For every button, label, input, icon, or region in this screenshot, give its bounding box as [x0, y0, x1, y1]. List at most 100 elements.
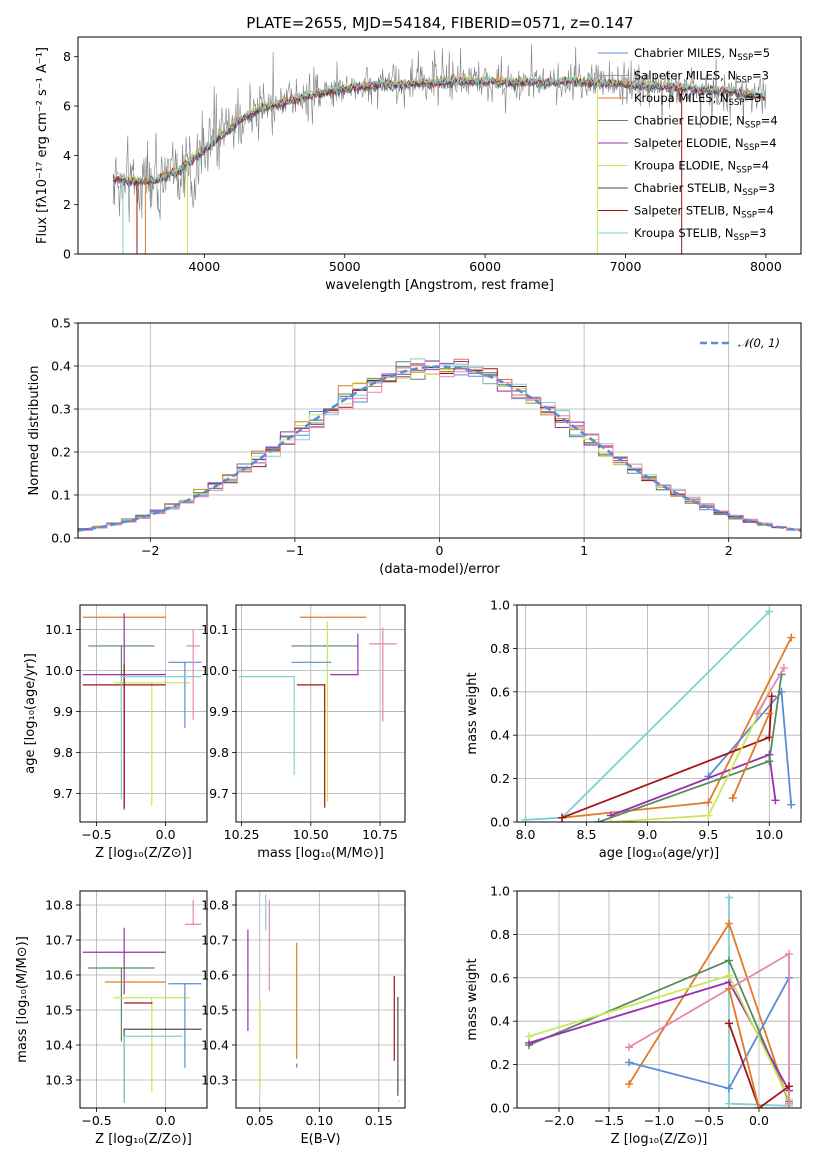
series-marker — [785, 949, 793, 958]
series-marker — [725, 956, 733, 965]
plot-area — [247, 894, 400, 1102]
x-tick-label: 2 — [725, 543, 733, 558]
legend-entry: Salpeter MILES, NSSP=3 — [634, 69, 769, 86]
y-tick-label: 2 — [63, 197, 71, 212]
legend-label: Salpeter STELIB, N — [634, 204, 741, 218]
y-tick-label: 0 — [63, 247, 71, 262]
chart-title: PLATE=2655, MJD=54184, FIBERID=0571, z=0… — [246, 14, 633, 32]
x-tick-label: 0.05 — [246, 1113, 274, 1128]
legend-sub: SSP — [737, 53, 753, 63]
axes-frame — [77, 36, 802, 255]
x-axis-label: Z [log₁₀(Z/Z⊙)] — [95, 1132, 192, 1147]
y-tick-label: 8 — [63, 49, 71, 64]
x-tick-label: 7000 — [610, 259, 642, 274]
plot-background — [78, 37, 801, 254]
data-point — [184, 661, 186, 664]
series-marker — [725, 893, 733, 902]
x-tick-label: 1 — [580, 543, 588, 558]
y-tick-label: 0.0 — [51, 531, 71, 546]
series-marker — [785, 1099, 793, 1108]
x-tick-label: 5000 — [329, 259, 361, 274]
series-marker — [606, 818, 615, 822]
data-point — [120, 675, 123, 678]
data-point — [123, 951, 125, 954]
series-marker — [753, 709, 762, 718]
x-tick-label: −1.0 — [644, 1113, 674, 1128]
series-marker — [558, 813, 567, 822]
y-tick-label: 10.1 — [201, 622, 229, 637]
legend-entry: Chabrier STELIB, NSSP=3 — [634, 181, 775, 198]
data-point — [123, 684, 125, 686]
axes-frame — [235, 604, 406, 823]
series-marker — [594, 818, 603, 822]
y-tick-label: 9.7 — [53, 786, 73, 801]
y-tick-label: 9.7 — [209, 786, 229, 801]
y-tick-label: 10.7 — [45, 933, 73, 948]
x-axis-label: wavelength [Angstrom, rest frame] — [325, 278, 554, 293]
x-tick-label: 6000 — [469, 259, 501, 274]
series-marker — [765, 757, 774, 766]
legend-label: Chabrier ELODIE, N — [634, 114, 745, 128]
legend-entry-normal: 𝒩(0, 1) — [738, 336, 780, 350]
plot-area — [521, 607, 796, 822]
series-marker — [625, 1043, 633, 1052]
x-tick-label: 10.75 — [362, 827, 398, 842]
data-point — [326, 669, 329, 672]
x-tick-label: 10.25 — [224, 827, 260, 842]
panel-4: 10.25 10.50 10.75 9.7 9.8 9.9 10.0 10.1 mass [lo… — [201, 604, 406, 861]
series-marker — [785, 1082, 793, 1091]
panel-8: −2.0 −1.5 −1.0 −0.5 0.0 0.0 0.2 0.4 0.6 0.8 1.0 Z [… — [465, 884, 802, 1147]
y-tick-label: 10.1 — [45, 622, 73, 637]
legend-label: Kroupa ELODIE, N — [634, 159, 736, 173]
plot-area — [82, 613, 202, 810]
y-tick-label: 0.4 — [490, 728, 510, 743]
legend-entry: Kroupa ELODIE, NSSP=4 — [634, 159, 769, 176]
y-tick-label: 10.6 — [201, 968, 229, 983]
y-tick-label: 0.4 — [490, 1014, 510, 1029]
x-tick-label: −0.5 — [694, 1113, 724, 1128]
series-marker — [521, 815, 530, 822]
legend-sub: SSP — [736, 76, 752, 86]
y-tick-label: 0.2 — [490, 771, 510, 786]
y-axis-label: mass [log₁₀(M/M⊙)] — [15, 936, 30, 1063]
legend-sub: SSP — [741, 211, 757, 221]
data-point — [397, 996, 399, 999]
axes-frame — [79, 890, 208, 1109]
data-point — [120, 645, 123, 647]
y-tick-label: 10.5 — [201, 1003, 229, 1018]
plot-area — [238, 616, 397, 808]
legend: 𝒩(0, 1) — [700, 336, 780, 350]
legend-sub: SSP — [734, 233, 750, 243]
y-axis-label: age [log₁₀(age/yr)] — [23, 653, 38, 774]
plot-background — [80, 605, 207, 822]
legend-tail: =3 — [749, 226, 766, 240]
y-tick-label: 10.4 — [45, 1038, 73, 1053]
legend-tail: =4 — [757, 204, 774, 218]
data-point — [247, 984, 249, 987]
legend-sub: SSP — [729, 98, 745, 108]
data-point — [293, 675, 295, 678]
legend-sub: SSP — [745, 121, 761, 131]
panel-2: −2 −1 0 1 2 0.0 0.1 0.2 0.3 0.4 0.5 (data-model)/er… — [27, 316, 802, 577]
series-marker — [725, 919, 733, 928]
data-point — [332, 616, 334, 619]
data-point — [150, 1002, 153, 1004]
plot-area — [82, 899, 202, 1103]
x-tick-label: 0.0 — [156, 1113, 176, 1128]
y-tick-label: 4 — [63, 148, 71, 163]
x-tick-label: 0.10 — [305, 1113, 333, 1128]
series-marker — [728, 794, 737, 803]
axes-frame — [77, 322, 802, 539]
series-marker — [725, 971, 733, 980]
series-line-kroupa_miles — [731, 713, 771, 799]
x-tick-label: −0.5 — [81, 1113, 111, 1128]
series-marker — [725, 984, 733, 993]
x-axis-label: E(B-V) — [300, 1132, 340, 1147]
y-tick-label: 1.0 — [490, 598, 510, 613]
series-marker — [787, 800, 796, 809]
panel-3: −0.5 0.0 9.7 9.8 9.9 10.0 10.1 Z [log₁₀(Z/Z⊙)] a… — [23, 604, 208, 861]
legend-label: Kroupa MILES, N — [634, 91, 729, 105]
legend-entry: Kroupa STELIB, NSSP=3 — [634, 226, 766, 243]
legend-label: Salpeter ELODIE, N — [634, 136, 744, 150]
